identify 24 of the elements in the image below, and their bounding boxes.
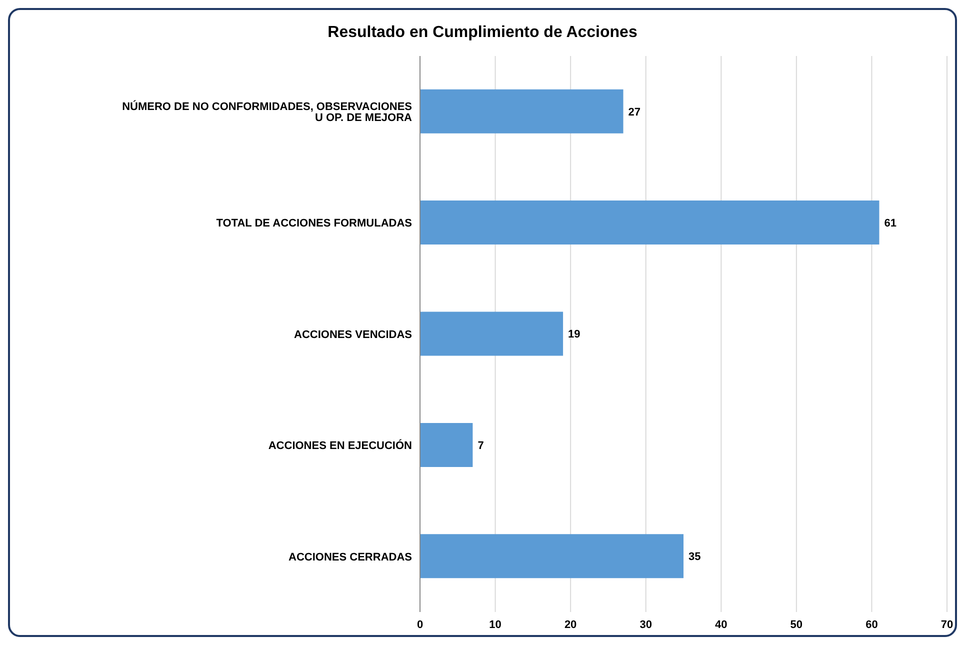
y-tick-label: ACCIONES VENCIDAS	[294, 328, 412, 341]
x-tick-label: 30	[640, 618, 652, 631]
y-tick-label: NÚMERO DE NO CONFORMIDADES, OBSERVACIONES U OP. DE MEJORA	[122, 100, 412, 124]
y-tick-label: ACCIONES EN EJECUCIÓN	[268, 439, 412, 452]
x-tick-label: 10	[489, 618, 502, 631]
data-label: 27	[628, 106, 641, 118]
y-tick-label: ACCIONES CERRADAS	[288, 551, 412, 564]
bar	[420, 534, 684, 578]
x-tick-label: 60	[866, 618, 878, 631]
bar	[420, 312, 564, 356]
bar	[420, 89, 624, 134]
data-label: 19	[568, 328, 580, 341]
x-tick-label: 0	[416, 618, 424, 631]
data-label: 35	[688, 551, 701, 564]
x-tick-label: 20	[564, 618, 577, 631]
data-label: 7	[478, 440, 484, 452]
x-tick-label: 50	[790, 618, 803, 631]
x-tick-label: 40	[715, 618, 728, 631]
bar	[420, 200, 880, 245]
chart-title: Resultado en Cumplimiento de Acciones	[326, 24, 638, 43]
bar	[420, 422, 473, 467]
data-label: 61	[884, 217, 896, 230]
x-tick-label: 70	[940, 618, 954, 631]
y-tick-label: TOTAL DE ACCIONES FORMULADAS	[216, 218, 412, 230]
